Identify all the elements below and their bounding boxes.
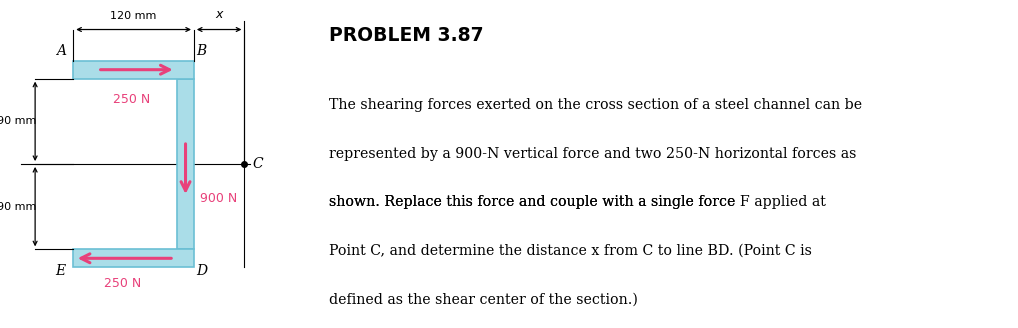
Text: 90 mm: 90 mm <box>0 202 37 212</box>
Text: defined as the shear center of the section.): defined as the shear center of the secti… <box>329 293 638 307</box>
Bar <box>73 249 193 267</box>
Text: The shearing forces exerted on the cross section of a steel channel can be: The shearing forces exerted on the cross… <box>329 98 862 113</box>
Text: PROBLEM 3.87: PROBLEM 3.87 <box>329 26 484 45</box>
Text: shown. Replace this force and couple with a single force: shown. Replace this force and couple wit… <box>329 195 740 210</box>
Text: shown. Replace this force and couple with a single force F applied at: shown. Replace this force and couple wit… <box>329 195 826 210</box>
Text: Point C, and determine the distance x from C to line BD. (Point C is: Point C, and determine the distance x fr… <box>329 244 812 258</box>
Text: represented by a 900-N vertical force and two 250-N horizontal forces as: represented by a 900-N vertical force an… <box>329 147 856 161</box>
Text: 90 mm: 90 mm <box>0 116 37 126</box>
Bar <box>177 79 193 249</box>
Text: D: D <box>196 264 208 278</box>
Text: 250 N: 250 N <box>104 277 140 290</box>
Text: 900 N: 900 N <box>200 192 237 205</box>
Text: B: B <box>196 44 207 58</box>
Text: 120 mm: 120 mm <box>110 11 157 21</box>
Text: E: E <box>56 264 65 278</box>
Text: 250 N: 250 N <box>113 93 150 107</box>
Text: C: C <box>251 157 263 171</box>
Text: x: x <box>216 8 223 21</box>
Bar <box>73 61 193 79</box>
Text: A: A <box>56 44 65 58</box>
